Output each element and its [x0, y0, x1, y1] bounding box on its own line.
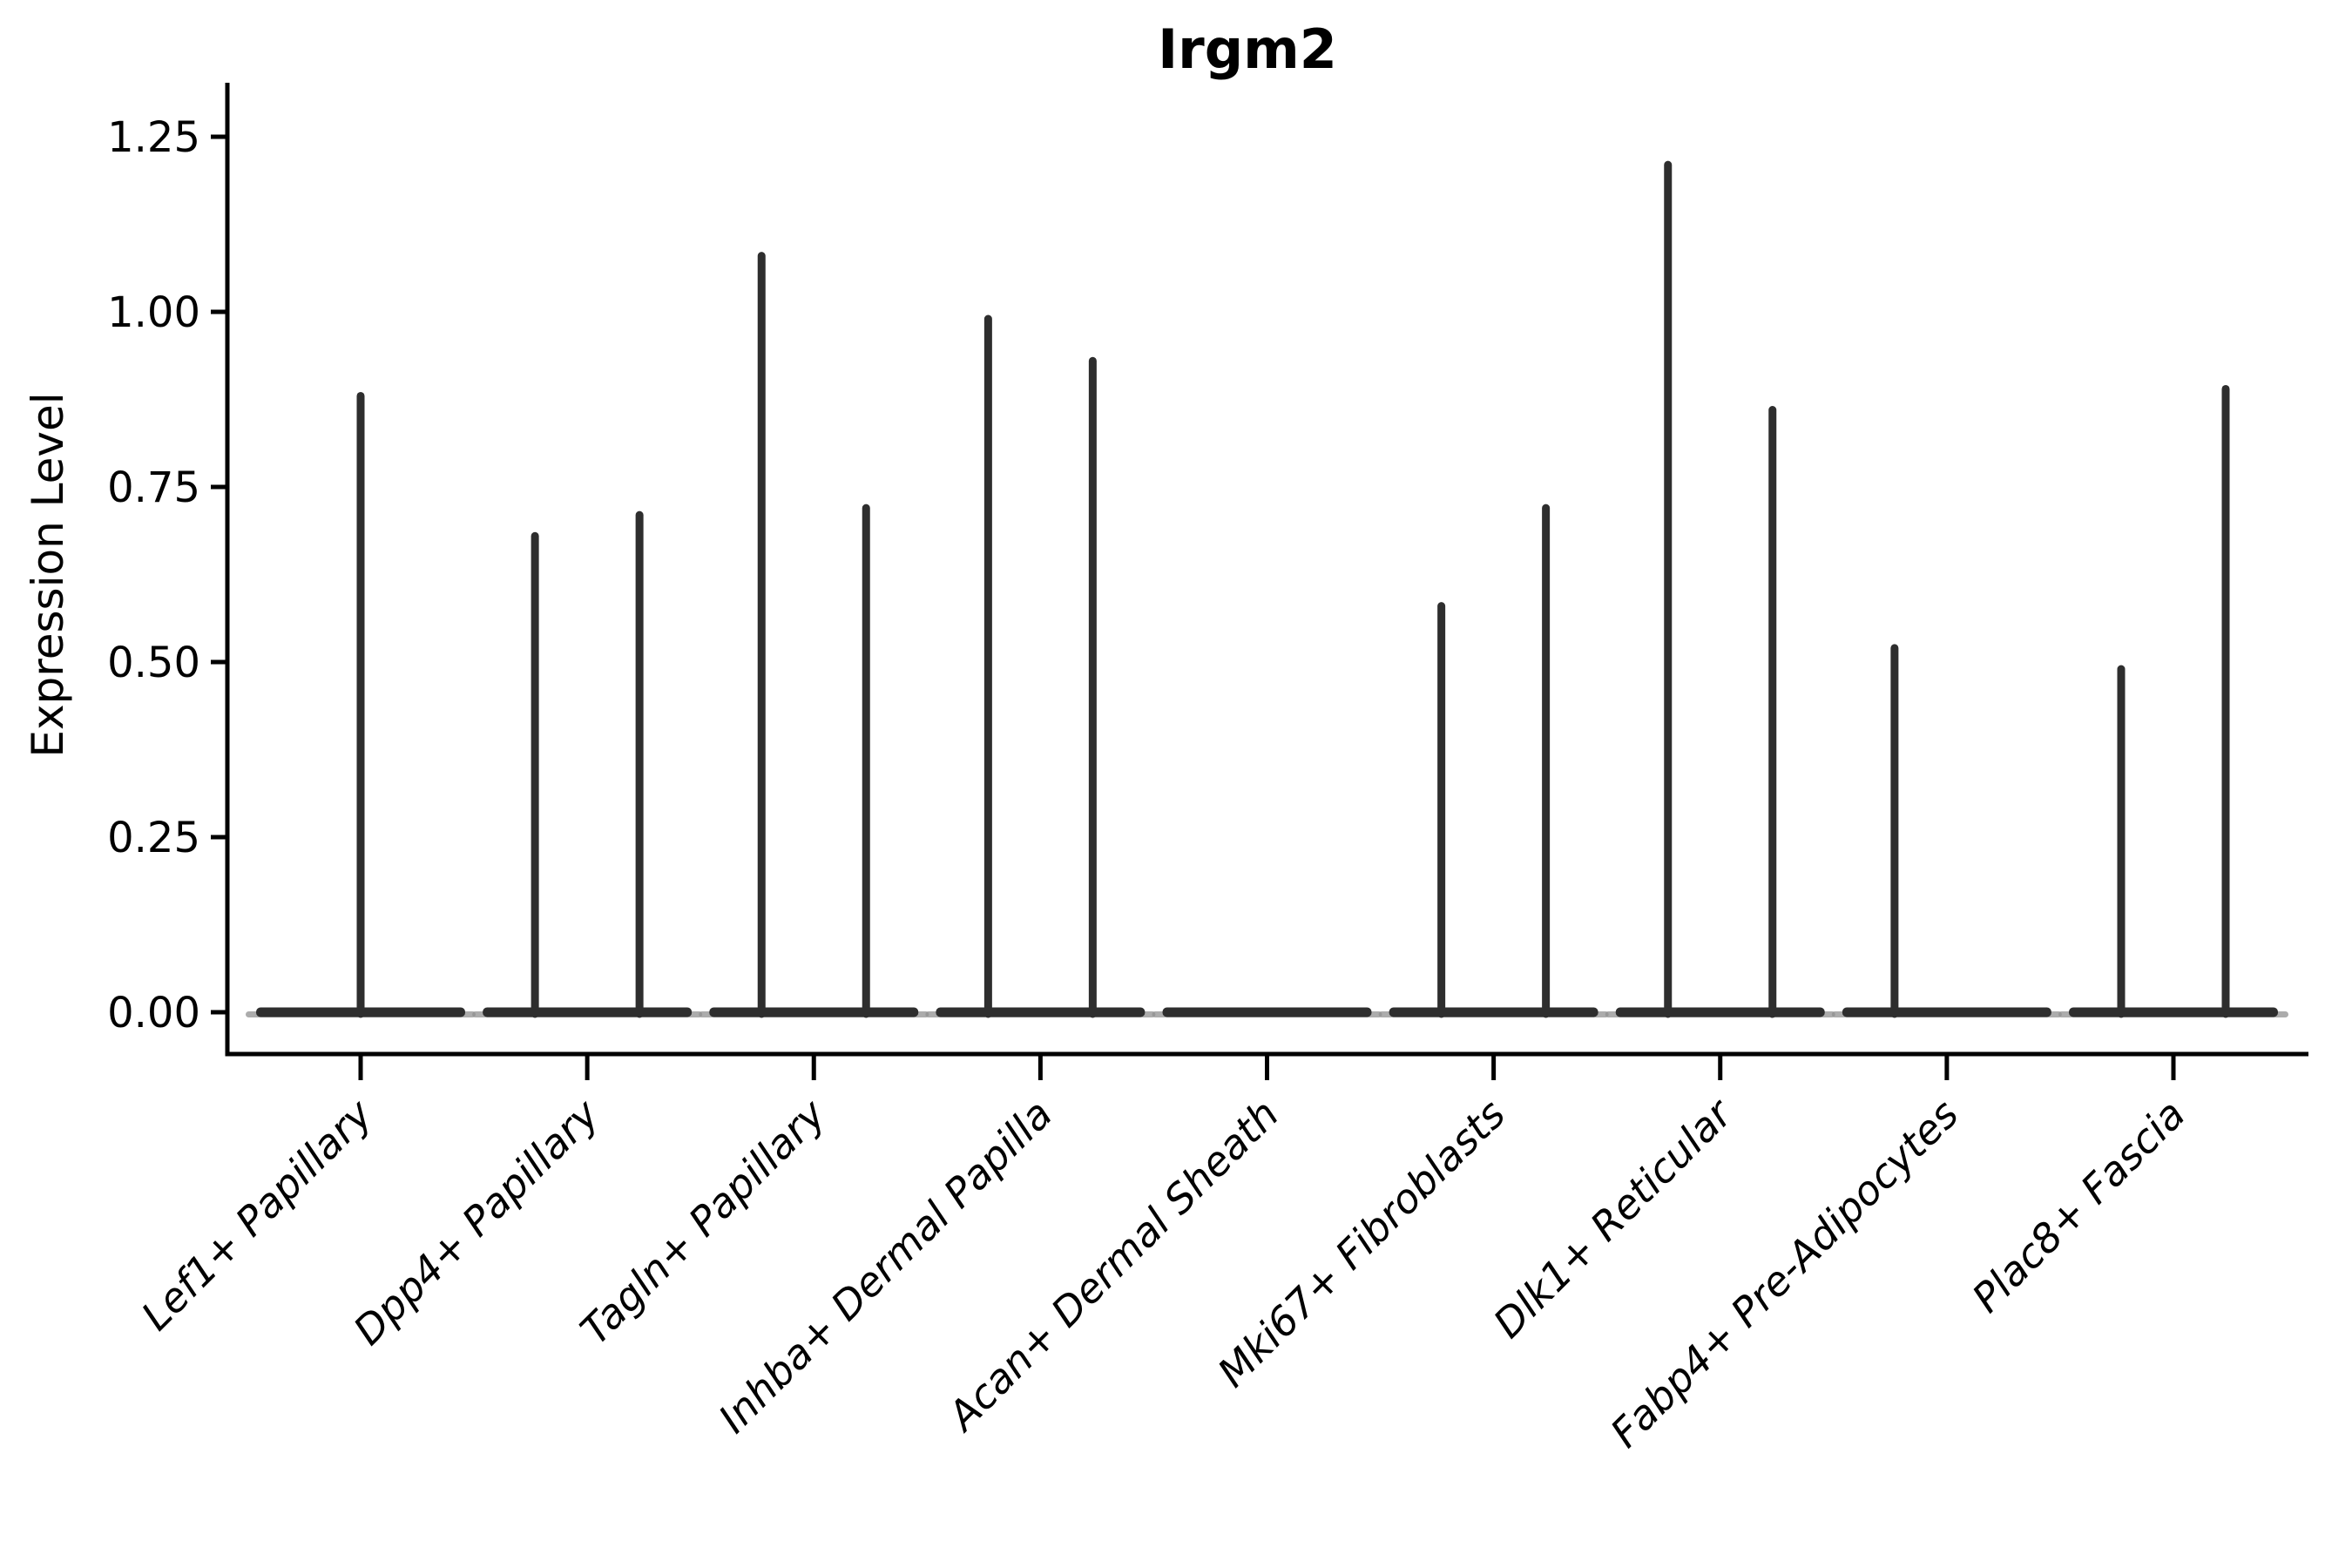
- violin-5: [1152, 1007, 1382, 1017]
- y-axis-label: Expression Level: [23, 392, 73, 757]
- y-tick-label: 0.75: [107, 463, 200, 512]
- y-tick-label: 1.25: [107, 113, 200, 162]
- violin-9: [2058, 384, 2288, 1018]
- y-tick-label: 0.00: [107, 989, 200, 1037]
- violins: [246, 160, 2288, 1018]
- chart-title: Irgm2: [1158, 17, 1337, 81]
- violin-2: [472, 510, 703, 1018]
- y-tick-label: 0.25: [107, 814, 200, 862]
- x-tick-label: Tagln+ Papillary: [571, 1090, 835, 1354]
- x-tick-label: Lef1+ Papillary: [132, 1090, 382, 1339]
- x-tick-label: Dlk1+ Reticular: [1484, 1088, 1743, 1347]
- violin-baseline: [1389, 1007, 1598, 1017]
- violin-6: [1378, 504, 1609, 1018]
- x-tick-label: Plac8+ Fascia: [1963, 1091, 2193, 1321]
- y-tick-label: 0.50: [107, 639, 200, 687]
- violin-baseline: [1615, 1007, 1825, 1017]
- violin-4: [925, 314, 1156, 1018]
- violin-baseline: [709, 1007, 919, 1017]
- violin-baseline: [936, 1007, 1146, 1017]
- violin-baseline: [483, 1007, 693, 1017]
- violin-baseline: [2069, 1007, 2278, 1017]
- violin-3: [699, 252, 929, 1018]
- violin-baseline: [1162, 1007, 1372, 1017]
- y-tick-label: 1.00: [107, 288, 200, 337]
- violin-baseline: [1842, 1007, 2051, 1017]
- y-axis: 0.00 0.25 0.50 0.75 1.00 1.25: [107, 113, 227, 1037]
- violin-7: [1605, 160, 1835, 1018]
- violin-8: [1831, 644, 2062, 1018]
- x-tick-label: Dpp4+ Papillary: [344, 1090, 608, 1354]
- violin-1: [246, 391, 476, 1018]
